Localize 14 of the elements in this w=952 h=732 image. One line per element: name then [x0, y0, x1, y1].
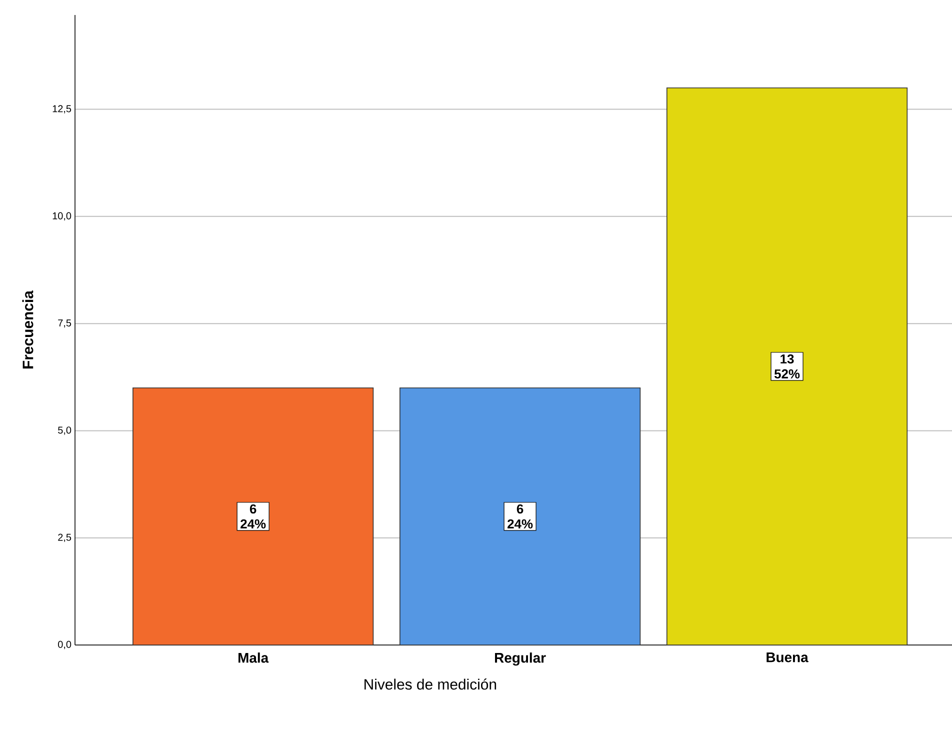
y-tick-label: 5,0 [58, 426, 72, 435]
data-label: 6 24% [508, 504, 533, 528]
y-tick-label: 7,5 [58, 320, 72, 328]
x-axis-title: Niveles de medición [364, 678, 496, 690]
y-axis-title: Frecuencia [22, 290, 34, 368]
x-tick-label: Mala [238, 652, 269, 663]
data-label: 13 52% [774, 354, 800, 378]
x-tick-label: Regular [495, 652, 546, 666]
y-tick-label: 2,5 [58, 534, 72, 542]
y-tick-label: 12,5 [52, 105, 72, 114]
data-label: 6 24% [240, 504, 266, 528]
y-tick-label: 10,0 [52, 212, 72, 221]
x-tick-label: Buena [766, 652, 808, 662]
y-tick-label: 0,0 [58, 640, 72, 650]
